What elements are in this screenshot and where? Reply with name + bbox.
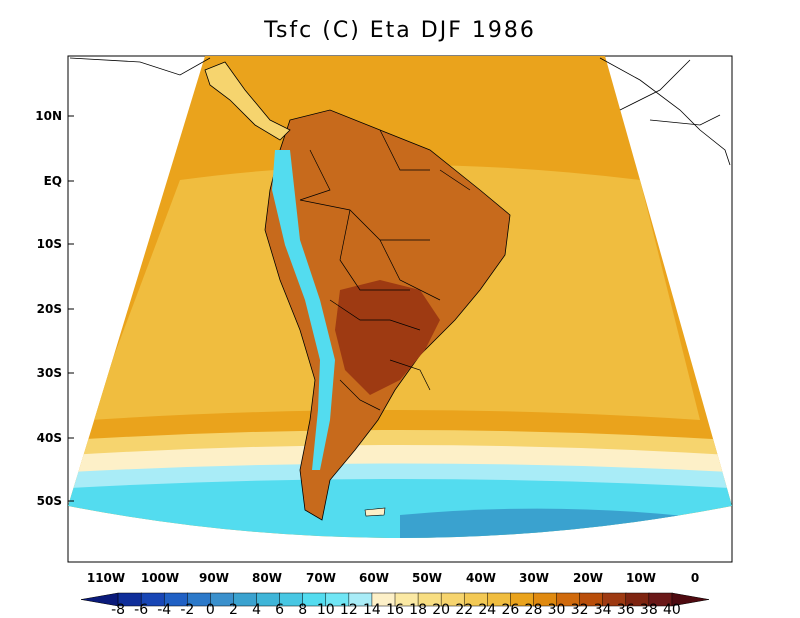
colorbar-label: 0 [206,602,215,618]
map-title: Tsfc (C) Eta DJF 1986 [264,18,536,43]
lon-label: 0 [691,571,699,585]
colorbar-label: 6 [275,602,284,618]
colorbar-label: 40 [663,602,681,618]
lat-label: 30S [37,366,62,380]
colorbar-label: 28 [525,602,543,618]
colorbar-label: 18 [409,602,427,618]
land-hot-core [335,280,440,395]
falkland-islands [364,507,386,517]
lon-label: 40W [466,571,496,585]
lon-label: 100W [141,571,179,585]
lat-label: 50S [37,494,62,508]
colorbar-label: 20 [432,602,450,618]
outside-coastlines [69,57,731,166]
lat-label: 40S [37,431,62,445]
lon-label: 110W [87,571,125,585]
lon-label: 70W [306,571,336,585]
lat-label: 20S [37,302,62,316]
temperature-field [68,56,732,538]
colorbar-label: 30 [548,602,566,618]
colorbar-label: 36 [617,602,635,618]
colorbar-label: 22 [455,602,473,618]
colorbar-swatch [671,592,710,607]
colorbar-label: 12 [340,602,358,618]
lon-label: 30W [519,571,549,585]
colorbar-label: 14 [363,602,381,618]
colorbar-label: 38 [640,602,658,618]
central-america-land [204,61,291,141]
colorbar-label: -2 [180,602,194,618]
longitude-labels: 110W 100W 90W 80W 70W 60W 50W 40W 30W 20… [87,571,699,585]
lon-label: 60W [359,571,389,585]
colorbar [80,592,710,607]
lat-label: 10S [37,237,62,251]
lat-label: EQ [44,174,62,188]
colorbar-label: -4 [157,602,171,618]
colorbar-label: 4 [252,602,261,618]
colorbar-label: 10 [317,602,335,618]
colorbar-labels: -8 -6 -4 -2 0 2 4 6 8 10 12 14 16 18 20 22 24 26 28 30 32 34 3… [111,602,681,618]
latitude-labels: 10N EQ 10S 20S 30S 40S 50S [35,109,62,508]
colorbar-label: 26 [501,602,519,618]
lon-label: 80W [252,571,282,585]
colorbar-label: -8 [111,602,125,618]
lon-label: 20W [573,571,603,585]
colorbar-label: 2 [229,602,238,618]
lon-label: 90W [199,571,229,585]
andes-cold-strip [272,150,335,470]
colorbar-label: 24 [478,602,496,618]
axis-ticks [68,115,74,502]
country-borders [299,129,471,411]
lon-label: 10W [626,571,656,585]
lon-label: 50W [412,571,442,585]
colorbar-label: 16 [386,602,404,618]
colorbar-label: 8 [298,602,307,618]
colorbar-label: 32 [571,602,589,618]
colorbar-label: 34 [594,602,612,618]
colorbar-label: -6 [134,602,148,618]
lat-label: 10N [35,109,62,123]
